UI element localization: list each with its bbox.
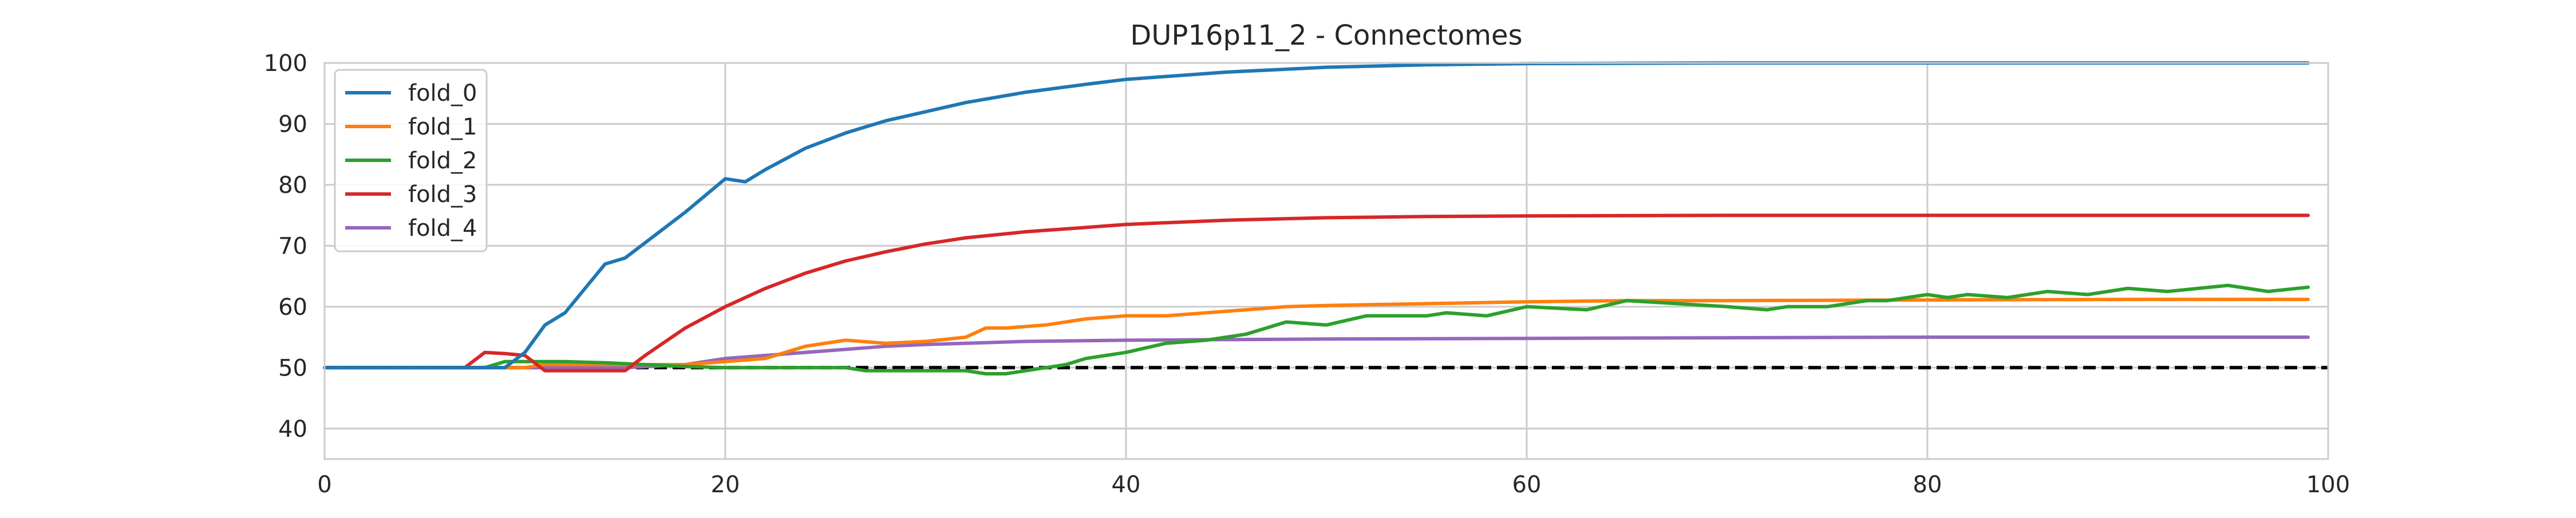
tick-labels: 0 20 40 60 80 100 40 50 60 70 80 90 100: [264, 50, 2350, 498]
x-tick-label: 20: [711, 472, 740, 498]
series-line-fold_0: [323, 61, 2310, 370]
series-line-fold_3: [323, 213, 2310, 373]
x-tick-label: 40: [1112, 472, 1141, 498]
y-tick-label: 70: [278, 233, 307, 259]
y-tick-label: 40: [278, 416, 307, 442]
legend-label-fold_4: fold_4: [408, 215, 477, 242]
plot-frame: [323, 62, 2329, 460]
series-line-fold_1: [323, 298, 2310, 370]
legend-box: [334, 69, 488, 252]
legend: fold_0 fold_1 fold_2 fold_3 fold_4: [334, 69, 488, 252]
legend-label-fold_2: fold_2: [408, 148, 477, 174]
x-tick-label: 0: [317, 472, 331, 498]
y-tick-label: 80: [278, 172, 307, 199]
series-layer: [323, 61, 2310, 375]
y-tick-label: 100: [264, 50, 307, 77]
y-tick-label: 60: [278, 294, 307, 321]
series-line-fold_2: [323, 283, 2310, 375]
x-tick-label: 60: [1512, 472, 1542, 498]
legend-label-fold_0: fold_0: [408, 80, 477, 106]
x-tick-label: 100: [2306, 472, 2350, 498]
legend-label-fold_1: fold_1: [408, 114, 477, 140]
chart-title: DUP16p11_2 - Connectomes: [1130, 19, 1522, 52]
gridlines: [323, 62, 2329, 459]
x-tick-label: 80: [1913, 472, 1942, 498]
y-tick-label: 50: [278, 355, 307, 381]
y-tick-label: 90: [278, 111, 307, 137]
legend-label-fold_3: fold_3: [408, 181, 477, 208]
